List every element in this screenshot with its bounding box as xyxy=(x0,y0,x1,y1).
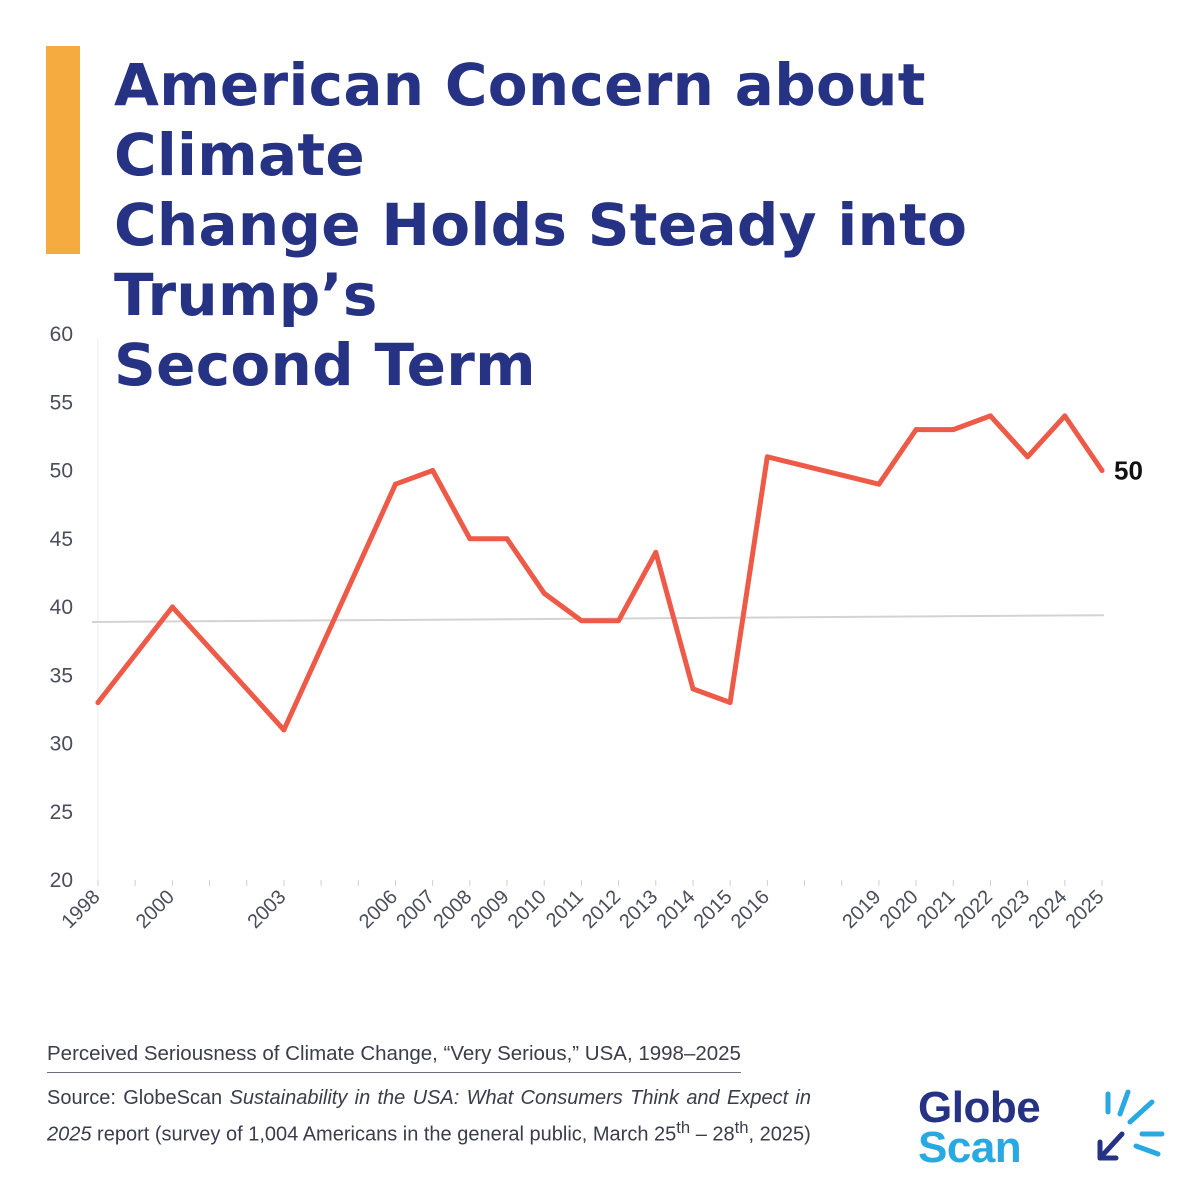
title-line: Change Holds Steady into Trump’s xyxy=(114,191,968,329)
source-report-title: Sustainability in the USA: What Consumer… xyxy=(47,1087,811,1146)
x-tick-label: 1998 xyxy=(58,886,105,933)
data-point xyxy=(764,454,770,460)
data-point xyxy=(541,590,547,596)
data-point xyxy=(1025,454,1031,460)
data-point xyxy=(950,427,956,433)
x-tick-label: 2021 xyxy=(913,886,960,933)
data-point xyxy=(727,700,733,706)
y-tick-label: 30 xyxy=(50,733,73,756)
chart-caption: Perceived Seriousness of Climate Change,… xyxy=(47,1042,741,1073)
x-tick-label: 2007 xyxy=(392,886,439,933)
data-point xyxy=(504,536,510,542)
x-tick-label: 2012 xyxy=(578,886,625,933)
x-tick-label: 2019 xyxy=(838,886,885,933)
y-tick-label: 25 xyxy=(50,801,73,824)
data-point xyxy=(987,413,993,419)
title-line: Second Term xyxy=(114,331,536,399)
data-point xyxy=(392,481,398,487)
x-tick-label: 2011 xyxy=(542,886,588,932)
x-tick-label: 2020 xyxy=(876,886,923,933)
data-point xyxy=(578,618,584,624)
logo-word-globe: Globe xyxy=(918,1083,1041,1132)
y-tick-label: 55 xyxy=(50,391,73,414)
chart-title: American Concern about Climate Change Ho… xyxy=(114,50,1154,400)
source-prefix: Source: GlobeScan xyxy=(47,1087,230,1109)
data-point xyxy=(690,686,696,692)
data-point xyxy=(913,427,919,433)
source-suffix: , 2025) xyxy=(748,1123,811,1146)
x-axis: 1998 2000 2003 2006200720082009201020112012… xyxy=(58,880,1109,933)
x-tick-label: 2009 xyxy=(467,886,514,933)
logo-burst-icon xyxy=(1097,1089,1165,1161)
x-tick-label: 2024 xyxy=(1024,886,1071,933)
y-axis: 20 25 30 35 40 45 50 55 60 xyxy=(50,323,99,892)
x-tick-label: 2016 xyxy=(727,886,774,933)
y-tick-label: 35 xyxy=(50,664,73,687)
data-point xyxy=(653,549,659,555)
series-line-very-serious xyxy=(95,413,1105,733)
title-line: American Concern about Climate xyxy=(114,51,926,189)
globescan-logo: Globe Scan xyxy=(918,1082,1178,1172)
x-tick-label: 2022 xyxy=(950,886,997,933)
data-point xyxy=(281,727,287,733)
source-sup: th xyxy=(734,1118,749,1137)
x-tick-label: 2010 xyxy=(504,886,551,933)
data-point xyxy=(169,604,175,610)
y-tick-label: 60 xyxy=(50,323,73,346)
y-tick-label: 50 xyxy=(50,460,73,483)
x-tick-label: 2014 xyxy=(652,886,699,933)
x-tick-label: 2015 xyxy=(690,886,737,933)
source-note: Source: GlobeScan Sustainability in the … xyxy=(47,1084,811,1150)
x-tick-label: 2023 xyxy=(987,886,1034,933)
end-value-label: 50 xyxy=(1114,456,1143,486)
data-point xyxy=(95,700,101,706)
x-tick-label: 2003 xyxy=(243,886,290,933)
y-tick-label: 45 xyxy=(50,528,73,551)
source-sup: th xyxy=(676,1118,691,1137)
source-dash: – 28 xyxy=(690,1123,735,1146)
logo-word-scan: Scan xyxy=(918,1123,1022,1172)
data-points xyxy=(95,413,1105,733)
data-point xyxy=(467,536,473,542)
title-accent-bar xyxy=(46,46,80,254)
data-point xyxy=(616,618,622,624)
x-tick-label: 2025 xyxy=(1062,886,1109,933)
data-point xyxy=(1062,413,1068,419)
y-tick-label: 40 xyxy=(50,596,73,619)
x-tick-label: 2008 xyxy=(429,886,476,933)
y-tick-label: 20 xyxy=(50,869,73,892)
data-point xyxy=(430,468,436,473)
source-mid: report (survey of 1,004 Americans in the… xyxy=(91,1123,677,1146)
x-tick-label: 2006 xyxy=(355,886,402,933)
data-point xyxy=(1099,468,1105,473)
x-tick-label: 2000 xyxy=(132,886,179,933)
x-tick-label: 2013 xyxy=(615,886,662,933)
data-point xyxy=(876,481,882,487)
